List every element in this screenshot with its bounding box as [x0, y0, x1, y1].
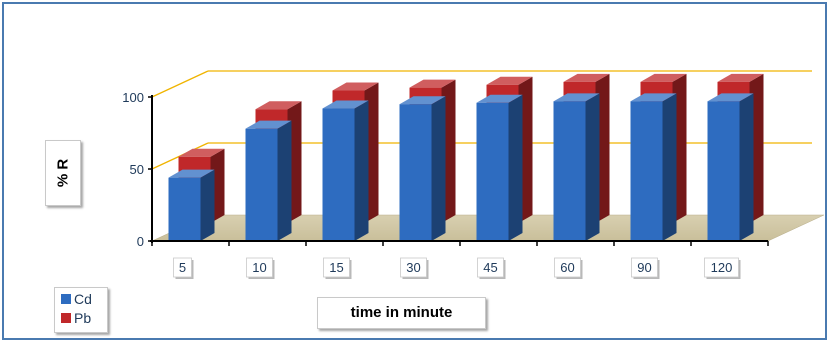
- bar-side: [354, 100, 369, 242]
- legend-label-pb: Pb: [74, 310, 92, 326]
- bar-side: [431, 96, 446, 241]
- x-axis-title: time in minute: [317, 297, 486, 329]
- bar-side: [277, 120, 292, 241]
- x-tick-label-box: [323, 257, 350, 278]
- legend-label-cd: Cd: [74, 291, 92, 307]
- x-tick-label: 45: [477, 257, 506, 279]
- bar-top: [178, 148, 225, 157]
- x-tick-label: 90: [631, 257, 660, 279]
- bar-top: [563, 73, 610, 82]
- bar-front: [168, 177, 201, 241]
- bar-front: [399, 104, 432, 241]
- bar-front: [322, 108, 355, 242]
- bar-front: [245, 128, 278, 241]
- x-tick-label-box: [554, 257, 581, 278]
- x-tick-label-text: 120: [711, 260, 733, 275]
- y-axis-title: % R: [45, 140, 81, 206]
- bar-front: [707, 101, 740, 241]
- bar-side: [739, 93, 754, 241]
- x-tick-label-text: 5: [179, 260, 186, 275]
- x-tick-label-text: 15: [329, 260, 343, 275]
- legend-item-pb: Pb: [61, 310, 91, 326]
- bar-side: [508, 94, 523, 241]
- bar-front: [476, 102, 509, 241]
- x-tick-label: 60: [554, 257, 583, 279]
- bar-cd-10: [245, 120, 292, 241]
- x-tick-label-box: [173, 257, 192, 278]
- y-tick-label: 100: [122, 90, 144, 105]
- x-tick-label-text: 60: [560, 260, 574, 275]
- bar-top: [476, 94, 523, 103]
- bar-cd-5: [168, 169, 215, 241]
- bar-cd-60: [553, 93, 600, 241]
- chart-axes: 0 50 100 5 10 15 30 45 60 90 120: [122, 90, 769, 279]
- bar-side: [585, 93, 600, 241]
- x-tick-label: 30: [400, 257, 429, 279]
- bar-top: [409, 79, 456, 88]
- bar-top: [245, 120, 292, 129]
- y-axis-title-text: % R: [54, 158, 72, 188]
- bar-top: [717, 73, 764, 82]
- bar-top: [640, 73, 687, 82]
- bar-cd-15: [322, 100, 369, 242]
- x-tick-label: 10: [246, 257, 275, 279]
- x-tick-label-box: [246, 257, 273, 278]
- bar-top: [399, 96, 446, 105]
- x-tick-label-box: [631, 257, 658, 278]
- chart-bars: [168, 73, 764, 242]
- bar-top: [255, 101, 302, 110]
- bar-top: [707, 93, 754, 102]
- bar-side: [662, 93, 677, 241]
- x-tick-label: 120: [704, 257, 741, 279]
- x-tick-label-box: [704, 257, 739, 278]
- x-tick-label: 5: [173, 257, 194, 279]
- x-tick-label-box: [477, 257, 504, 278]
- bar-cd-120: [707, 93, 754, 241]
- y-tick-label: 50: [130, 162, 144, 177]
- bar-side: [200, 169, 215, 241]
- x-tick-label: 15: [323, 257, 352, 279]
- bar-top: [332, 82, 379, 91]
- bar-cd-90: [630, 93, 677, 241]
- bar-cd-45: [476, 94, 523, 241]
- x-tick-label-text: 45: [483, 260, 497, 275]
- bar-top: [630, 93, 677, 102]
- bar-top: [553, 93, 600, 102]
- x-tick-label-text: 30: [406, 260, 420, 275]
- x-tick-label-text: 10: [252, 260, 266, 275]
- bar-top: [486, 76, 533, 85]
- legend: Cd Pb: [54, 287, 108, 333]
- legend-swatch-pb: [61, 313, 71, 323]
- bar-front: [553, 101, 586, 241]
- gridline-side: [151, 70, 209, 98]
- x-tick-label-box: [400, 257, 427, 278]
- legend-swatch-cd: [61, 294, 71, 304]
- legend-item-cd: Cd: [61, 291, 92, 307]
- bar-top: [322, 100, 369, 109]
- bar-front: [630, 101, 663, 241]
- y-tick-label: 0: [137, 234, 144, 249]
- bar-top: [168, 169, 215, 178]
- x-tick-label-text: 90: [637, 260, 651, 275]
- bar-cd-30: [399, 96, 446, 241]
